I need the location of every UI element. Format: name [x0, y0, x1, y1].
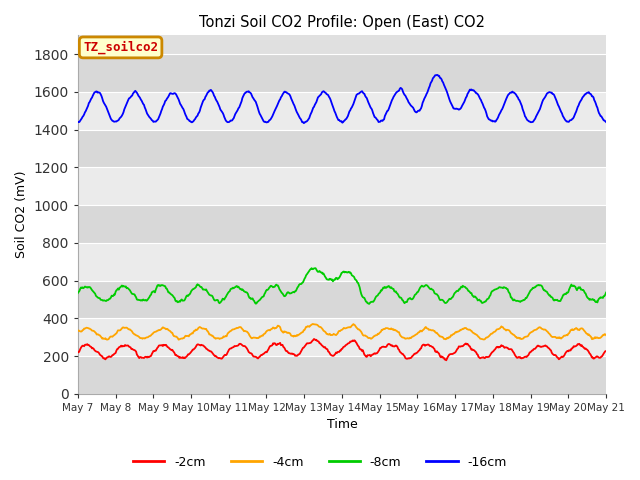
Text: TZ_soilco2: TZ_soilco2: [83, 41, 158, 54]
Title: Tonzi Soil CO2 Profile: Open (East) CO2: Tonzi Soil CO2 Profile: Open (East) CO2: [199, 15, 485, 30]
X-axis label: Time: Time: [326, 419, 357, 432]
Bar: [78, 130, 606, 168]
Bar: [78, 243, 606, 281]
Y-axis label: Soil CO2 (mV): Soil CO2 (mV): [15, 171, 28, 258]
Bar: [78, 205, 606, 243]
Bar: [78, 54, 606, 92]
Bar: [78, 168, 606, 205]
Bar: [78, 356, 606, 394]
Bar: [78, 281, 606, 318]
Bar: [78, 318, 606, 356]
Bar: [78, 92, 606, 130]
Legend: -2cm, -4cm, -8cm, -16cm: -2cm, -4cm, -8cm, -16cm: [128, 451, 512, 474]
